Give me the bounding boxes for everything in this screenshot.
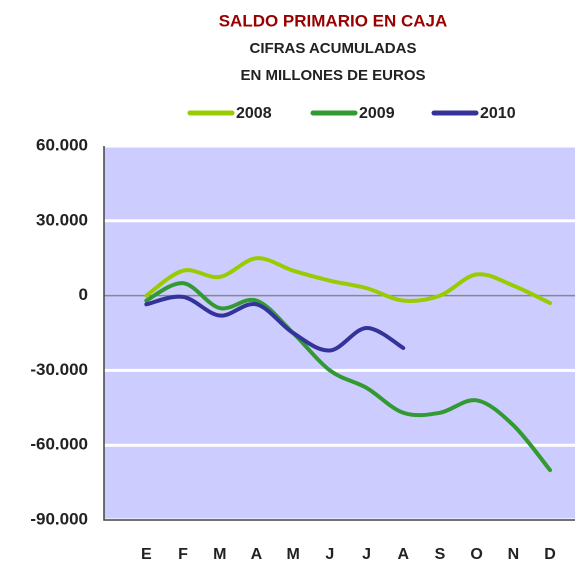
legend-label: 2010 — [480, 105, 516, 122]
legend-label: 2009 — [359, 105, 395, 122]
x-tick-label: F — [178, 546, 188, 563]
series-line — [144, 281, 553, 473]
x-tick-label: S — [435, 546, 446, 563]
x-tick-label: J — [325, 546, 334, 563]
y-tick-label: 30.000 — [36, 210, 88, 229]
y-tick-label: -30.000 — [30, 360, 88, 379]
x-tick-label: E — [141, 546, 152, 563]
chart-subtitle: EN MILLONES DE EUROS — [240, 67, 425, 84]
y-tick-label: 60.000 — [36, 135, 88, 154]
chart-title: SALDO PRIMARIO EN CAJA — [219, 11, 448, 30]
chart-subtitle: CIFRAS ACUMULADAS — [250, 40, 417, 57]
x-tick-label: D — [544, 546, 556, 563]
x-tick-label: O — [470, 546, 482, 563]
x-tick-label: A — [397, 546, 409, 563]
x-tick-label: M — [286, 546, 299, 563]
x-tick-label: A — [251, 546, 263, 563]
legend-label: 2008 — [236, 105, 272, 122]
axis-frame — [103, 146, 575, 521]
y-tick-label: -60.000 — [30, 435, 88, 454]
series-line — [144, 256, 553, 306]
x-tick-label: J — [362, 546, 371, 563]
y-tick-label: -90.000 — [30, 509, 88, 528]
x-tick-label: N — [508, 546, 520, 563]
plot-area — [104, 146, 575, 520]
x-tick-label: M — [213, 546, 226, 563]
series-line — [144, 294, 406, 353]
y-tick-label: 0 — [79, 285, 88, 304]
